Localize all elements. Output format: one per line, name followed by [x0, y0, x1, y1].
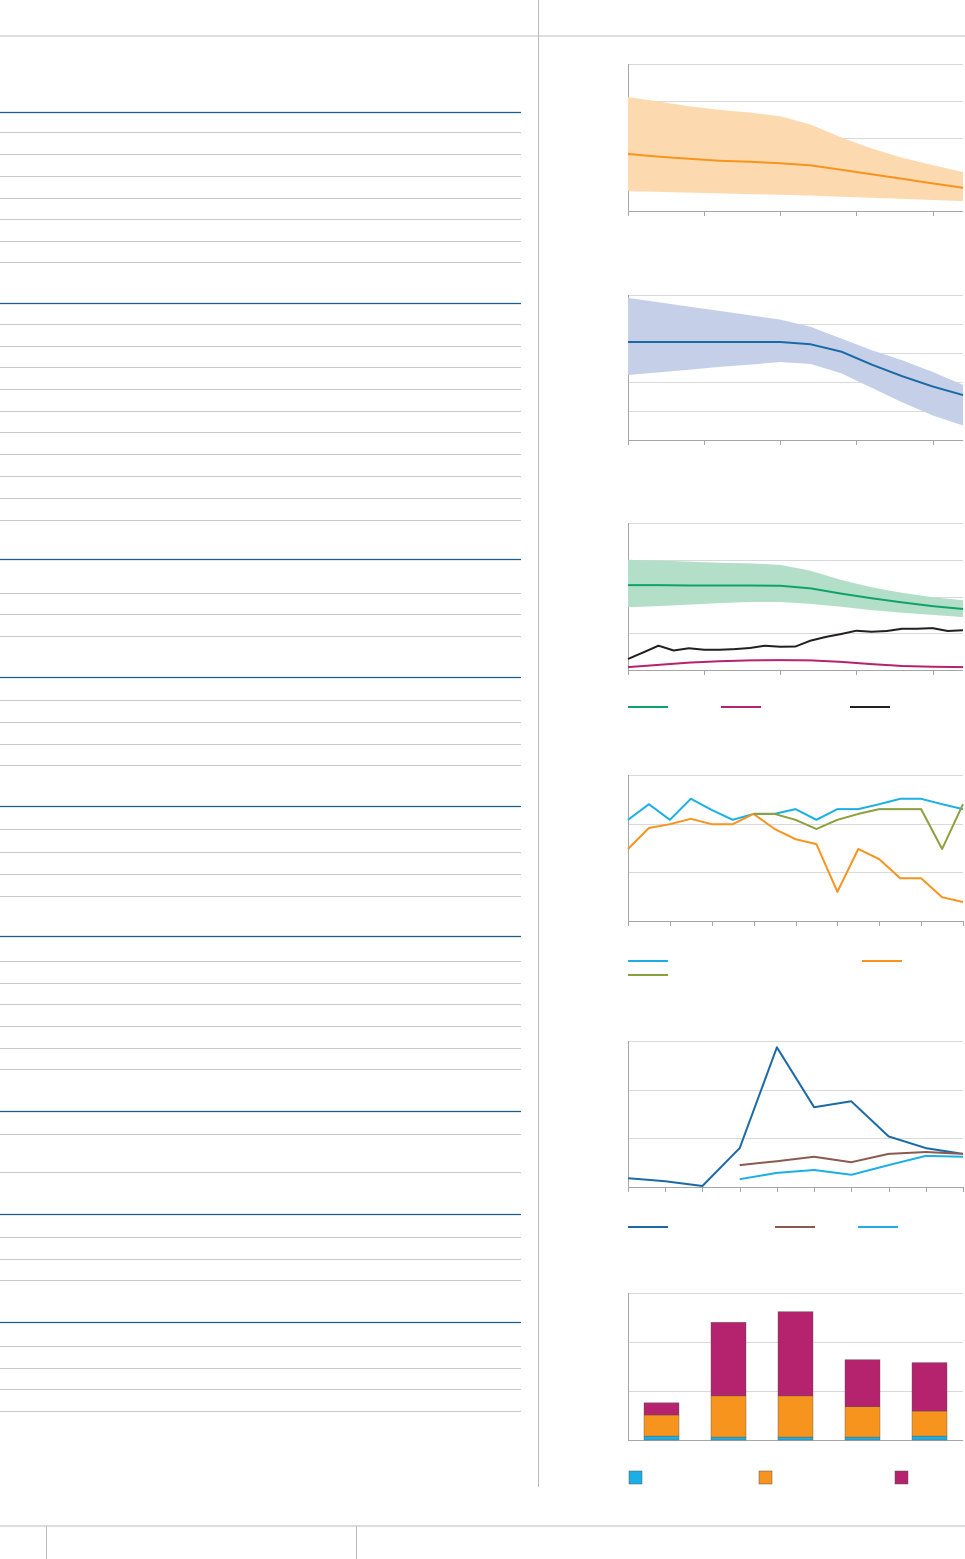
bar-segment	[643, 1414, 680, 1437]
chart	[627, 1041, 964, 1228]
legend-swatch	[628, 1470, 643, 1485]
bar-segment	[844, 1406, 881, 1438]
chart	[628, 295, 964, 445]
series-line	[627, 812, 964, 903]
bar-segment	[710, 1436, 747, 1441]
bar-segment	[844, 1436, 881, 1441]
bar-segment	[777, 1395, 814, 1438]
band	[628, 297, 963, 426]
bar-segment	[643, 1402, 680, 1416]
series-line	[739, 1151, 964, 1167]
chart	[627, 523, 964, 708]
bar-segment	[777, 1436, 814, 1441]
legend-swatch	[894, 1470, 909, 1485]
bar-segment	[777, 1311, 814, 1397]
series-line	[627, 797, 964, 821]
chart	[627, 64, 964, 216]
series-line	[627, 627, 964, 660]
series-line	[628, 341, 964, 397]
bar-segment	[911, 1362, 948, 1412]
band	[628, 559, 963, 618]
bar-segment	[844, 1359, 881, 1407]
chart	[628, 1293, 963, 1485]
bar-segment	[643, 1435, 680, 1441]
tables	[0, 111, 521, 1412]
series-line	[627, 1046, 964, 1187]
series-line	[739, 1154, 964, 1181]
series-line	[628, 584, 964, 610]
bar-segment	[710, 1395, 747, 1438]
legend-swatch	[758, 1470, 773, 1485]
band	[628, 97, 963, 202]
chart	[627, 775, 964, 976]
charts	[627, 64, 964, 1485]
bar-segment	[710, 1322, 747, 1397]
series-line	[627, 659, 964, 669]
series-line	[627, 153, 964, 189]
bar-segment	[911, 1410, 948, 1437]
series-line	[753, 803, 964, 850]
bar-segment	[911, 1435, 948, 1441]
